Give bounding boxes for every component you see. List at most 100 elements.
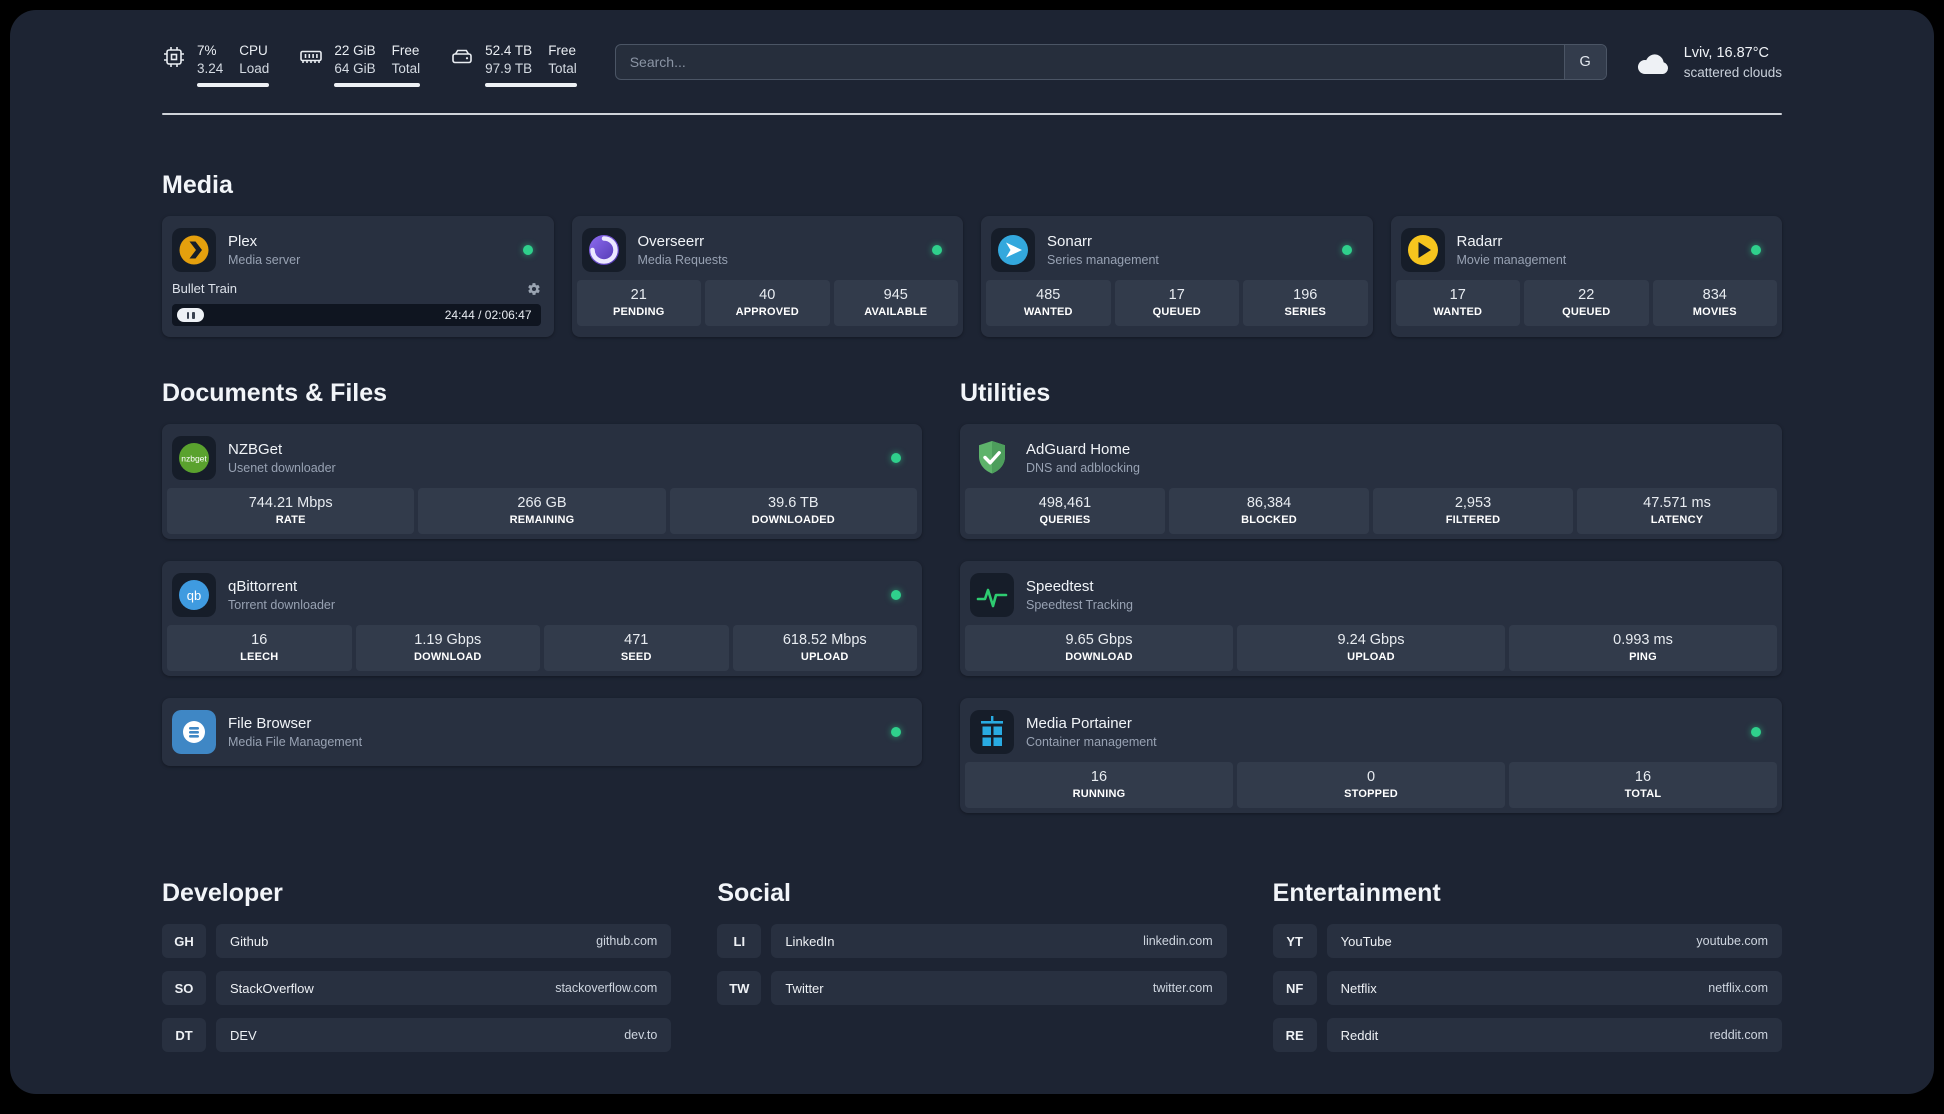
bookmark-netflix[interactable]: NF Netflix netflix.com bbox=[1272, 971, 1782, 1006]
disk-free-value: 52.4 TB bbox=[485, 43, 533, 58]
bookmark-abbr: YT bbox=[1272, 924, 1317, 959]
cpu-label: CPU bbox=[239, 43, 268, 58]
service-description: DNS and adblocking bbox=[1026, 461, 1140, 476]
search-provider-button[interactable]: G bbox=[1563, 45, 1606, 79]
settings-icon[interactable] bbox=[527, 282, 541, 296]
now-playing-title: Bullet Train bbox=[172, 281, 238, 297]
service-card-radarr[interactable]: Radarr Movie management 17 WANTED 22 QUE… bbox=[1390, 216, 1782, 338]
service-description: Media Requests bbox=[637, 253, 728, 268]
status-dot bbox=[1341, 245, 1352, 256]
bookmark-name: YouTube bbox=[1340, 933, 1392, 949]
service-description: Torrent downloader bbox=[228, 598, 336, 613]
service-name: AdGuard Home bbox=[1026, 441, 1131, 459]
bookmark-youtube[interactable]: YT YouTube youtube.com bbox=[1272, 924, 1782, 959]
service-name: Media Portainer bbox=[1026, 715, 1132, 733]
bookmark-linkedin[interactable]: LI LinkedIn linkedin.com bbox=[717, 924, 1227, 959]
section-title-entertainment: Entertainment bbox=[1272, 879, 1441, 908]
service-card-adguard[interactable]: AdGuard Home DNS and adblocking 498,461 … bbox=[960, 424, 1782, 540]
pause-icon[interactable] bbox=[177, 308, 204, 323]
bookmark-url: twitter.com bbox=[1152, 981, 1213, 996]
stat-approved: 40 APPROVED bbox=[705, 280, 830, 327]
topbar: 7% 3.24 CPU Load bbox=[162, 10, 1782, 88]
service-card-nzbget[interactable]: nzbget NZBGet Usenet downloader 744.21 M… bbox=[162, 424, 922, 540]
memory-usage-bar bbox=[334, 83, 421, 88]
service-name: Plex bbox=[228, 233, 258, 251]
svg-text:qb: qb bbox=[187, 588, 201, 603]
service-card-filebrowser[interactable]: File Browser Media File Management bbox=[162, 698, 922, 767]
bookmark-name: DEV bbox=[230, 1027, 257, 1043]
bookmark-twitter[interactable]: TW Twitter twitter.com bbox=[717, 971, 1227, 1006]
cloud-icon bbox=[1637, 54, 1668, 74]
bookmark-url: github.com bbox=[596, 934, 658, 949]
bookmark-abbr: RE bbox=[1272, 1018, 1317, 1053]
disk-usage-bar bbox=[485, 83, 577, 88]
stat-stopped: 0 STOPPED bbox=[1237, 762, 1505, 809]
bookmark-group-entertainment: Entertainment YT YouTube youtube.com NF … bbox=[1272, 879, 1782, 1065]
bookmark-abbr: TW bbox=[717, 971, 762, 1006]
bookmark-reddit[interactable]: RE Reddit reddit.com bbox=[1272, 1018, 1782, 1053]
memory-free-value: 22 GiB bbox=[334, 43, 376, 58]
section-title-developer: Developer bbox=[162, 879, 283, 908]
status-dot bbox=[1751, 727, 1761, 738]
service-name: qBittorrent bbox=[228, 578, 298, 596]
stat-wanted: 17 WANTED bbox=[1395, 280, 1520, 327]
service-name: Radarr bbox=[1456, 233, 1503, 251]
bookmark-abbr: LI bbox=[717, 924, 762, 959]
stat-pending: 21 PENDING bbox=[576, 280, 701, 327]
stat-series: 196 SERIES bbox=[1243, 280, 1368, 327]
status-dot bbox=[522, 245, 533, 256]
section-utilities: Utilities AdGuard Home DNS bbox=[960, 379, 1782, 814]
section-title-utilities: Utilities bbox=[960, 379, 1051, 408]
memory-widget: 22 GiB 64 GiB Free Total bbox=[299, 42, 421, 88]
bookmark-name: LinkedIn bbox=[785, 933, 835, 949]
service-description: Movie management bbox=[1456, 253, 1567, 268]
bookmark-group-developer: Developer GH Github github.com SO StackO… bbox=[162, 879, 672, 1065]
cpu-value: 7% bbox=[197, 43, 217, 58]
bookmark-url: linkedin.com bbox=[1143, 934, 1213, 949]
bookmark-stackoverflow[interactable]: SO StackOverflow stackoverflow.com bbox=[162, 971, 672, 1006]
service-description: Container management bbox=[1026, 735, 1157, 750]
bookmark-name: Github bbox=[230, 933, 269, 949]
bookmark-abbr: NF bbox=[1272, 971, 1317, 1006]
service-card-speedtest[interactable]: Speedtest Speedtest Tracking 9.65 Gbps D… bbox=[960, 561, 1782, 677]
bookmark-github[interactable]: GH Github github.com bbox=[162, 924, 672, 959]
service-name: Speedtest bbox=[1026, 578, 1094, 596]
bookmark-name: Twitter bbox=[785, 980, 824, 996]
stat-rate: 744.21 Mbps RATE bbox=[167, 488, 415, 535]
cpu-load-label: Load bbox=[239, 60, 270, 76]
bookmark-name: Reddit bbox=[1340, 1027, 1379, 1043]
service-card-qbittorrent[interactable]: qb qBittorrent Torrent downloader 16 bbox=[162, 561, 922, 677]
svg-text:nzbget: nzbget bbox=[181, 454, 207, 464]
speedtest-icon bbox=[970, 573, 1014, 618]
bookmark-dev[interactable]: DT DEV dev.to bbox=[162, 1018, 672, 1053]
adguard-icon bbox=[979, 441, 1005, 474]
memory-free-label: Free bbox=[391, 43, 420, 58]
stat-upload: 618.52 Mbps UPLOAD bbox=[732, 625, 917, 672]
service-card-plex[interactable]: Plex Media server Bullet Train bbox=[162, 216, 554, 338]
disk-widget: 52.4 TB 97.9 TB Free Total bbox=[450, 42, 577, 88]
service-card-sonarr[interactable]: Sonarr Series management 485 WANTED 17 Q… bbox=[981, 216, 1373, 338]
search-bar: G bbox=[614, 44, 1607, 80]
portainer-icon bbox=[970, 710, 1014, 755]
service-description: Usenet downloader bbox=[228, 461, 336, 476]
bookmark-name: StackOverflow bbox=[230, 980, 314, 996]
nzbget-icon: nzbget bbox=[172, 436, 216, 481]
stat-upload: 9.24 Gbps UPLOAD bbox=[1237, 625, 1505, 672]
weather-location: Lviv, 16.87°C bbox=[1683, 45, 1770, 61]
disk-total-value: 97.9 TB bbox=[485, 60, 533, 76]
cpu-load-value: 3.24 bbox=[197, 60, 224, 76]
bookmark-name: Netflix bbox=[1340, 980, 1377, 996]
section-title-social: Social bbox=[717, 879, 791, 908]
stat-download: 1.19 Gbps DOWNLOAD bbox=[355, 625, 540, 672]
stat-remaining: 266 GB REMAINING bbox=[418, 488, 666, 535]
cpu-icon bbox=[164, 47, 184, 67]
dashboard: 7% 3.24 CPU Load bbox=[10, 10, 1934, 1094]
stat-available: 945 AVAILABLE bbox=[833, 280, 958, 327]
stat-seed: 471 SEED bbox=[544, 625, 729, 672]
disk-total-label: Total bbox=[548, 60, 577, 76]
search-input[interactable] bbox=[615, 45, 1564, 79]
service-card-portainer[interactable]: Media Portainer Container management 16 … bbox=[960, 698, 1782, 814]
bookmark-url: youtube.com bbox=[1696, 934, 1768, 949]
stat-blocked: 86,384 BLOCKED bbox=[1169, 488, 1369, 535]
service-card-overseerr[interactable]: Overseerr Media Requests 21 PENDING 40 A… bbox=[571, 216, 963, 338]
